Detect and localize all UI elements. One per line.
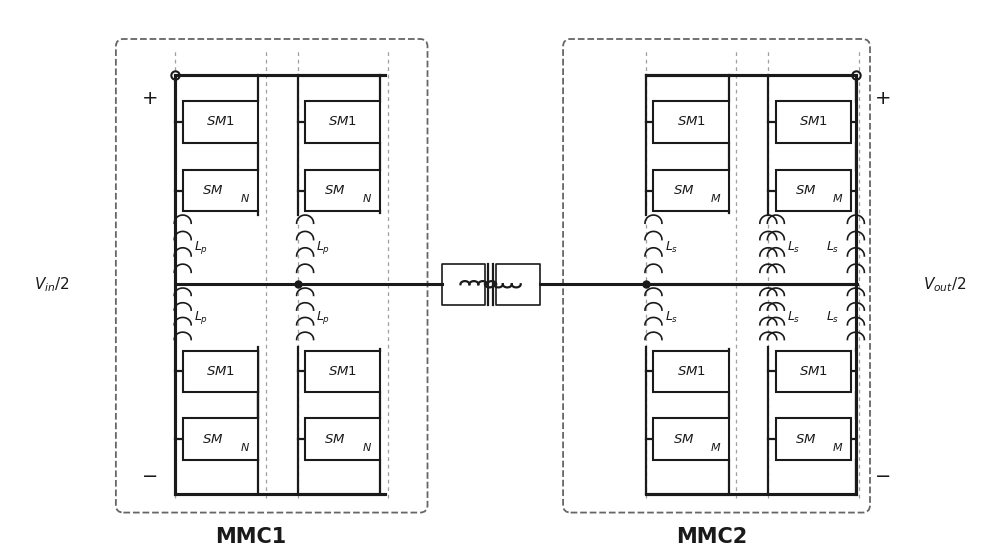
Text: $SM$: $SM$ (795, 184, 817, 197)
Text: $M$: $M$ (710, 192, 721, 204)
Text: $L_p$: $L_p$ (316, 309, 331, 326)
Bar (305, 170, 380, 211)
Bar (653, 170, 729, 211)
Text: $-$: $-$ (874, 465, 890, 485)
Bar (305, 351, 380, 392)
Bar (305, 419, 380, 460)
Text: $SM$: $SM$ (202, 184, 224, 197)
Text: $SM1$: $SM1$ (799, 116, 828, 128)
Bar (776, 351, 851, 392)
Bar (183, 170, 258, 211)
Text: $N$: $N$ (240, 192, 250, 204)
Text: $SM$: $SM$ (795, 433, 817, 446)
Text: $+$: $+$ (874, 89, 890, 108)
Bar (183, 351, 258, 392)
Text: $N$: $N$ (240, 441, 250, 453)
Text: $SM$: $SM$ (673, 184, 694, 197)
Text: $L_p$: $L_p$ (194, 309, 208, 326)
Bar (305, 101, 380, 142)
Text: $-$: $-$ (141, 465, 157, 485)
Bar (776, 170, 851, 211)
Text: $N$: $N$ (362, 192, 372, 204)
Text: $SM$: $SM$ (202, 433, 224, 446)
Text: $SM1$: $SM1$ (206, 365, 235, 378)
Text: $M$: $M$ (832, 192, 844, 204)
Text: $SM1$: $SM1$ (206, 116, 235, 128)
Bar (183, 419, 258, 460)
Text: $M$: $M$ (832, 441, 844, 453)
Text: $SM1$: $SM1$ (677, 365, 706, 378)
Bar (653, 351, 729, 392)
Text: $V_{out}/2$: $V_{out}/2$ (923, 275, 966, 294)
Bar (776, 101, 851, 142)
Text: $SM$: $SM$ (324, 184, 346, 197)
Text: $SM$: $SM$ (324, 433, 346, 446)
Text: $SM1$: $SM1$ (328, 365, 357, 378)
Text: MMC2: MMC2 (676, 527, 747, 547)
Text: $N$: $N$ (362, 441, 372, 453)
Bar (653, 419, 729, 460)
Text: $L_s$: $L_s$ (665, 310, 678, 325)
Text: $L_s$: $L_s$ (826, 240, 839, 255)
Text: $M$: $M$ (710, 441, 721, 453)
Text: $SM1$: $SM1$ (799, 365, 828, 378)
Text: MMC1: MMC1 (215, 527, 286, 547)
Bar (776, 419, 851, 460)
Text: $V_{in}/2$: $V_{in}/2$ (34, 275, 69, 294)
Text: $L_s$: $L_s$ (787, 240, 800, 255)
Bar (653, 101, 729, 142)
Text: $L_s$: $L_s$ (787, 310, 800, 325)
Text: $L_p$: $L_p$ (194, 239, 208, 256)
Text: $L_p$: $L_p$ (316, 239, 331, 256)
Text: $L_s$: $L_s$ (665, 240, 678, 255)
Text: $+$: $+$ (141, 89, 157, 108)
Text: $SM$: $SM$ (673, 433, 694, 446)
Text: $L_s$: $L_s$ (826, 310, 839, 325)
Bar (183, 101, 258, 142)
Text: $SM1$: $SM1$ (328, 116, 357, 128)
Text: $SM1$: $SM1$ (677, 116, 706, 128)
